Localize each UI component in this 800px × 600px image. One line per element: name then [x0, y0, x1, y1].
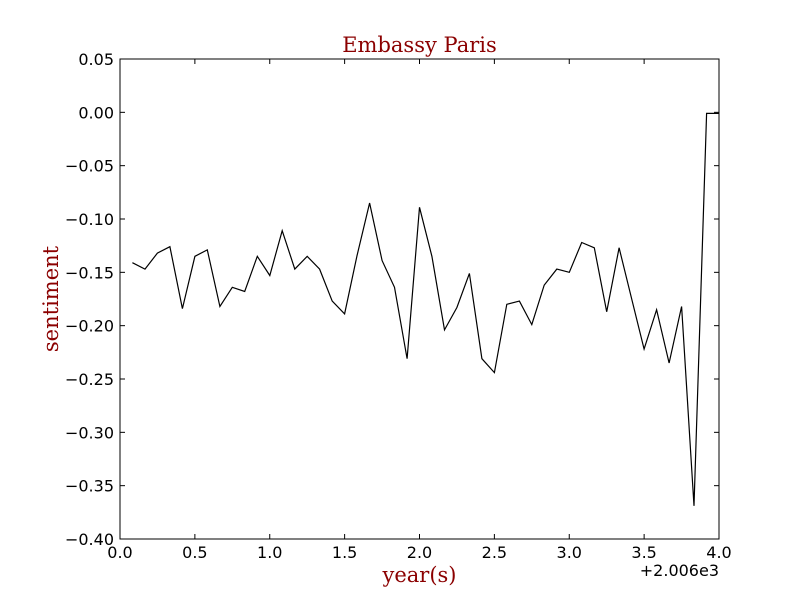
y-axis-title: sentiment	[39, 245, 63, 352]
x-tick-label: 3.0	[557, 543, 582, 562]
x-tick-label: 2.0	[407, 543, 432, 562]
x-tick-label: 1.5	[332, 543, 357, 562]
y-tick-label: −0.20	[65, 317, 114, 336]
y-tick-label: −0.10	[65, 210, 114, 229]
x-axis-offset-label: +2.006e3	[640, 561, 719, 580]
x-tick-label: 2.5	[482, 543, 507, 562]
y-tick-label: −0.15	[65, 263, 114, 282]
y-tick-label: −0.25	[65, 370, 114, 389]
x-tick-label: 3.5	[631, 543, 656, 562]
y-tick-label: −0.30	[65, 423, 114, 442]
y-tick-label: 0.05	[78, 50, 114, 69]
chart-title: Embassy Paris	[342, 33, 497, 57]
x-tick-label: 0.0	[107, 543, 132, 562]
plot-frame	[119, 58, 720, 540]
x-tick-label: 0.5	[182, 543, 207, 562]
x-tick-label: 4.0	[706, 543, 731, 562]
series-line	[132, 112, 719, 506]
y-tick-label: −0.05	[65, 157, 114, 176]
axis-ticks: 0.0 0.5 1.0 1.5 2.0 2.5 3.0 3.5 4.0 0.05 0.00 −0.05…	[65, 50, 732, 562]
x-tick-label: 1.0	[257, 543, 282, 562]
y-tick-label: −0.40	[65, 530, 114, 549]
y-tick-label: −0.35	[65, 477, 114, 496]
x-axis-title: year(s)	[381, 563, 456, 587]
y-tick-label: 0.00	[78, 103, 114, 122]
